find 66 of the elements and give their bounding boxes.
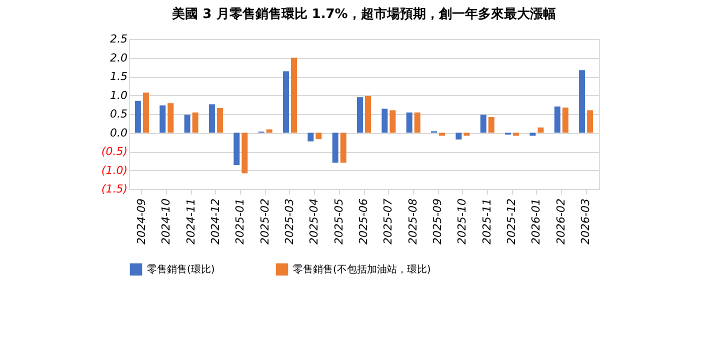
bar [464, 132, 470, 136]
x-tick-label: 2026-01 [530, 198, 543, 244]
y-tick-label: 1.5 [110, 70, 128, 83]
bar [538, 128, 544, 133]
bar [168, 103, 174, 133]
bar [134, 100, 141, 133]
x-tick-label: 2025-05 [332, 198, 346, 244]
x-tick-label: 2025-01 [234, 198, 247, 244]
x-tick-label: 2025-12 [505, 198, 518, 244]
bar [332, 132, 338, 163]
y-tick-label: 2.5 [110, 32, 128, 46]
bar [439, 132, 446, 136]
bar [530, 132, 536, 136]
bar [316, 132, 322, 140]
y-tick-label: 0.0 [110, 126, 128, 140]
y-tick-label: 1.0 [110, 88, 128, 102]
bar [513, 132, 520, 136]
x-tick-label: 2024-12 [208, 198, 222, 244]
bar [356, 97, 363, 133]
bar [579, 70, 586, 133]
bar [365, 96, 372, 133]
bar [266, 129, 272, 133]
x-tick-label: 2026-02 [554, 198, 568, 244]
x-tick-label: 2024-09 [134, 198, 148, 244]
bar [184, 114, 190, 133]
bar [192, 112, 198, 133]
y-tick-label: (1.5) [101, 182, 128, 196]
bar [208, 104, 215, 133]
x-tick-label: 2025-03 [282, 198, 296, 244]
chart-title: 美國 3 月零售銷售環比 1.7%，超市場預期，創一年多來最大漲幅 [171, 6, 556, 22]
bar [414, 112, 420, 133]
x-tick-label: 2024-10 [160, 198, 173, 244]
y-tick-label: (0.5) [101, 145, 128, 158]
bar [242, 132, 248, 174]
legend-label: 零售銷售(環比) [147, 263, 215, 276]
bar [562, 108, 568, 133]
y-tick-label: 2.0 [110, 51, 128, 64]
y-tick-label: 0.5 [110, 108, 128, 120]
bar [308, 132, 314, 142]
x-tick-label: 2025-10 [456, 198, 469, 244]
bar [142, 92, 149, 133]
bar [234, 132, 240, 165]
bar [216, 108, 223, 133]
bar [160, 105, 166, 133]
bar [406, 112, 412, 133]
bar [554, 106, 560, 133]
bar [282, 71, 289, 133]
legend-label: 零售銷售(不包括加油站，環比) [293, 263, 431, 276]
bar [480, 114, 486, 133]
x-tick-label: 2025-11 [480, 198, 494, 244]
bar [488, 117, 494, 133]
bar [340, 132, 346, 163]
bar [456, 132, 462, 140]
y-tick-label: (1.0) [101, 164, 128, 177]
x-tick-label: 2025-06 [357, 198, 370, 244]
bar [390, 110, 396, 133]
bar [587, 110, 594, 133]
bar [290, 58, 297, 133]
x-tick-label: 2025-07 [382, 198, 395, 244]
x-tick-label: 2025-08 [406, 198, 420, 244]
x-tick-label: 2025-02 [258, 198, 272, 244]
x-tick-label: 2025-04 [308, 198, 321, 244]
bar [382, 108, 388, 133]
x-tick-label: 2024-11 [184, 198, 198, 244]
x-tick-label: 2026-03 [579, 198, 592, 244]
x-tick-label: 2025-09 [431, 198, 444, 244]
